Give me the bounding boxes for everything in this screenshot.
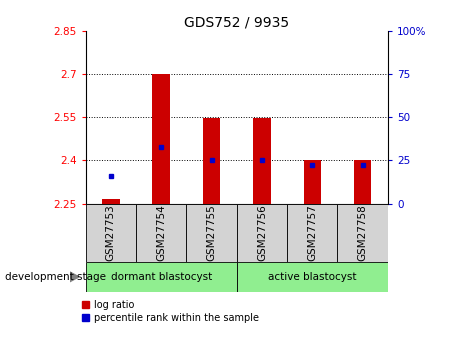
Text: GSM27757: GSM27757 bbox=[307, 205, 318, 261]
Bar bbox=[304, 160, 321, 204]
Text: dormant blastocyst: dormant blastocyst bbox=[110, 272, 212, 282]
Bar bbox=[136, 204, 186, 262]
Bar bbox=[354, 160, 372, 204]
Bar bbox=[102, 199, 120, 204]
Bar bbox=[337, 204, 388, 262]
Text: GSM27755: GSM27755 bbox=[207, 205, 216, 261]
Bar bbox=[237, 262, 388, 292]
Bar bbox=[186, 204, 237, 262]
Bar bbox=[237, 204, 287, 262]
Text: GSM27754: GSM27754 bbox=[156, 205, 166, 261]
Text: active blastocyst: active blastocyst bbox=[268, 272, 357, 282]
Bar bbox=[203, 118, 221, 204]
Bar bbox=[152, 74, 170, 204]
Bar bbox=[86, 204, 136, 262]
FancyArrow shape bbox=[68, 271, 79, 283]
Legend: log ratio, percentile rank within the sample: log ratio, percentile rank within the sa… bbox=[82, 300, 259, 323]
Bar bbox=[287, 204, 337, 262]
Text: GSM27756: GSM27756 bbox=[257, 205, 267, 261]
Text: development stage: development stage bbox=[5, 272, 106, 282]
Text: GSM27753: GSM27753 bbox=[106, 205, 116, 261]
Bar bbox=[86, 262, 237, 292]
Bar bbox=[253, 118, 271, 204]
Text: GSM27758: GSM27758 bbox=[358, 205, 368, 261]
Title: GDS752 / 9935: GDS752 / 9935 bbox=[184, 16, 290, 30]
